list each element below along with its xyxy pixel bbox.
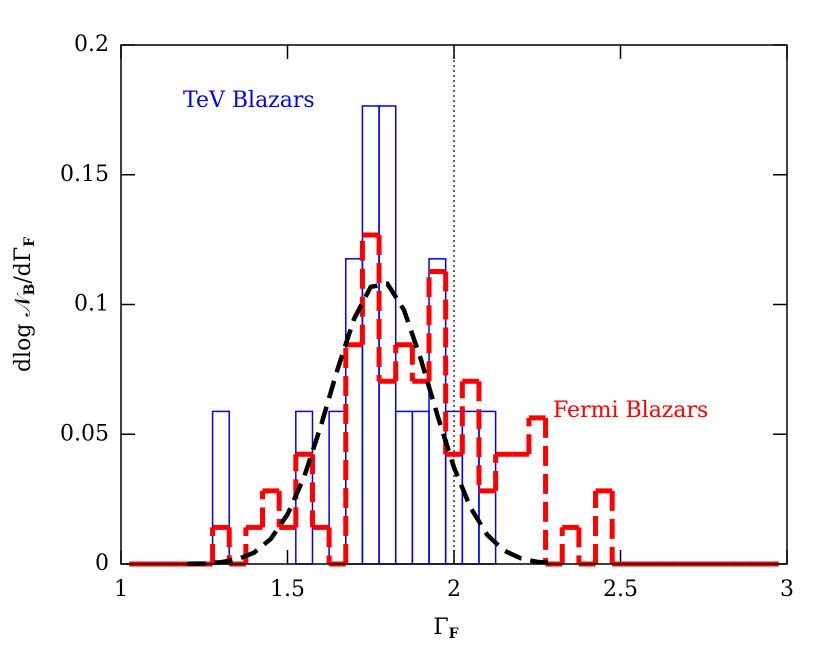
x-tick-label: 1	[114, 577, 128, 602]
y-tick-label: 0.05	[60, 421, 109, 446]
bar	[394, 410, 414, 565]
x-tick-label: 2	[447, 577, 461, 602]
x-axis-label-main: Γ	[433, 615, 448, 640]
series-label: Fermi Blazars	[553, 398, 708, 423]
y-axis-label-main: /dΓ	[11, 247, 36, 284]
x-tick-label: 2.5	[603, 577, 638, 602]
y-axis-label-main: dlog 𝒩	[11, 293, 36, 372]
y-tick-label: 0.1	[74, 292, 109, 317]
fit-curve	[187, 281, 555, 566]
x-tick-label: 1.5	[270, 577, 305, 602]
y-tick-label: 0	[95, 551, 109, 576]
y-tick-label: 0.15	[60, 162, 109, 187]
y-axis-label: dlog 𝒩B/dΓF	[11, 237, 38, 372]
y-axis-label-sub: B	[22, 284, 38, 296]
y-axis-label-sub: F	[22, 237, 38, 247]
plot-frame	[120, 44, 788, 565]
x-axis-label: ΓF	[433, 615, 458, 642]
y-tick-label: 0.2	[74, 32, 109, 57]
x-tick-label: 3	[780, 577, 794, 602]
x-axis-label-sub: F	[449, 626, 459, 642]
series-label: TeV Blazars	[183, 88, 315, 113]
bar	[411, 410, 430, 565]
